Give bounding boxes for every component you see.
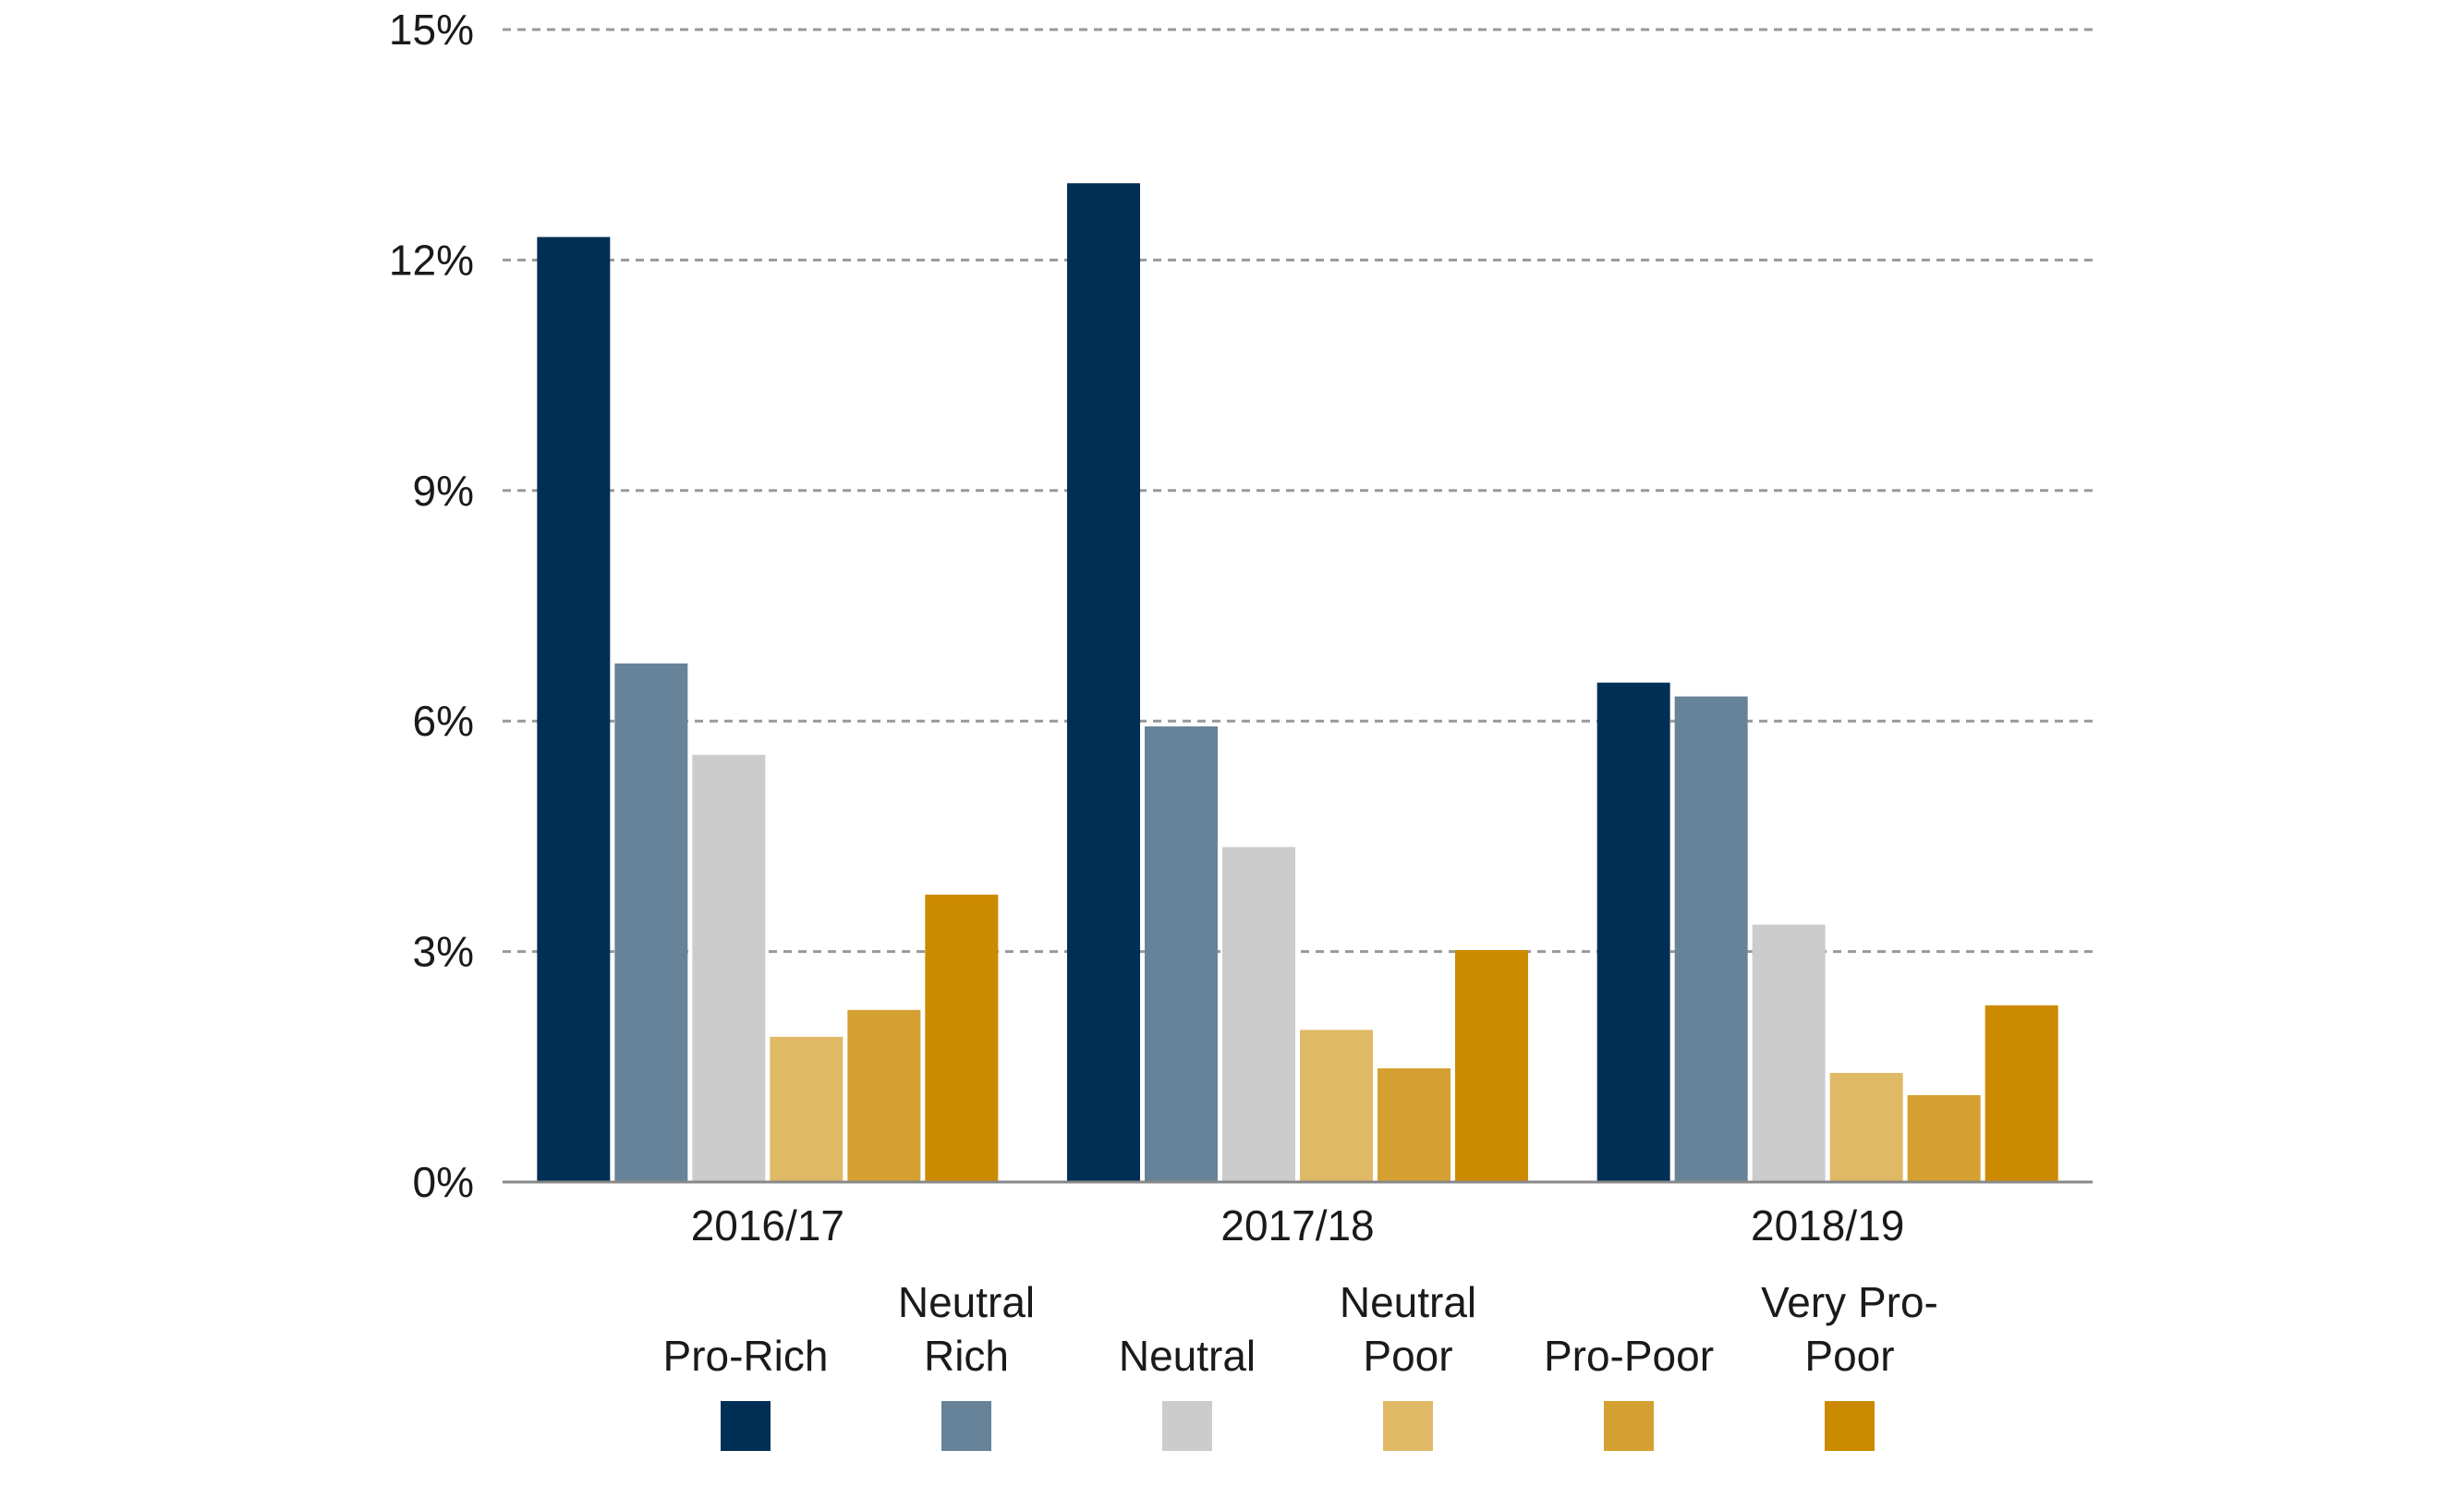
bar	[1985, 1005, 2058, 1182]
y-tick-label: 9%	[413, 467, 474, 515]
legend-swatch	[1162, 1401, 1212, 1451]
y-tick-label: 12%	[389, 236, 474, 284]
legend-item: Very Pro-Poor	[1739, 1275, 1960, 1451]
bar	[614, 663, 688, 1182]
bar	[925, 895, 999, 1182]
legend-swatch	[1383, 1401, 1433, 1451]
y-tick-label: 15%	[389, 6, 474, 54]
bar	[1596, 682, 1670, 1182]
legend-swatch	[1604, 1401, 1654, 1451]
x-tick-label: 2016/17	[691, 1201, 844, 1249]
bar	[1145, 726, 1218, 1182]
legend-item: Neutral Rich	[856, 1275, 1077, 1451]
bar	[1222, 847, 1295, 1182]
bar	[1829, 1072, 1903, 1182]
legend-item: Neutral	[1076, 1275, 1298, 1451]
legend-swatch	[721, 1401, 771, 1451]
y-tick-label: 3%	[413, 928, 474, 976]
x-tick-label: 2018/19	[1751, 1201, 1904, 1249]
legend-item: Pro-Poor	[1518, 1275, 1740, 1451]
legend-label: Neutral Poor	[1339, 1278, 1477, 1380]
x-tick-label: 2017/18	[1220, 1201, 1374, 1249]
bar	[847, 1009, 921, 1182]
bar	[1455, 949, 1528, 1182]
legend-label: Neutral	[1118, 1332, 1256, 1380]
bar	[537, 237, 611, 1183]
legend-label: Pro-Poor	[1543, 1332, 1715, 1380]
bar	[1674, 696, 1748, 1182]
legend-swatch	[1825, 1401, 1875, 1451]
bar	[1300, 1030, 1373, 1182]
legend-item: Neutral Poor	[1297, 1275, 1519, 1451]
bar	[1907, 1095, 1981, 1182]
bar	[692, 754, 766, 1182]
legend-label: Very Pro-Poor	[1761, 1278, 1938, 1380]
bar	[1067, 183, 1140, 1183]
y-tick-label: 6%	[413, 697, 474, 745]
legend-swatch	[941, 1401, 991, 1451]
bar	[770, 1036, 844, 1182]
bar	[1752, 924, 1826, 1182]
bar	[1378, 1067, 1450, 1182]
legend-item: Pro-Rich	[635, 1275, 856, 1451]
legend-label: Pro-Rich	[662, 1332, 829, 1380]
y-tick-label: 0%	[413, 1158, 474, 1206]
legend-label: Neutral Rich	[897, 1278, 1036, 1380]
